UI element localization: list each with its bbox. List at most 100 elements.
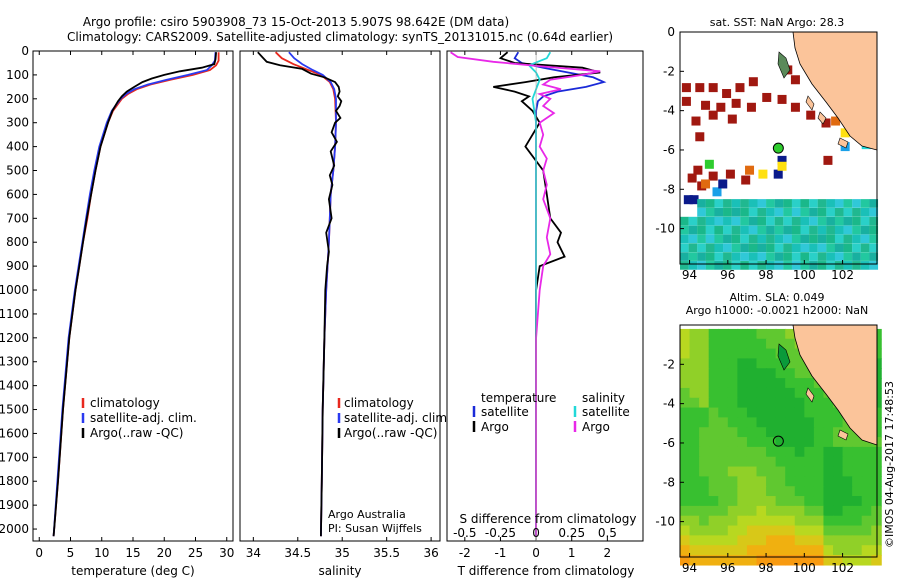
sla-cell: [689, 378, 701, 389]
sla-cell: [842, 496, 854, 507]
sst-cell: [800, 199, 810, 208]
sla-cell: [785, 328, 796, 340]
sla-cell: [699, 555, 710, 566]
sla-cell: [813, 407, 825, 419]
sst-cell: [704, 159, 714, 169]
sla-cell: [689, 417, 701, 428]
legend-argo: Argo(..raw -QC): [344, 426, 437, 440]
sst-cell: [688, 225, 698, 235]
sla-cell: [746, 338, 758, 350]
sla-cell: [746, 525, 758, 537]
sla-cell: [699, 446, 710, 458]
sla-cell: [794, 505, 806, 517]
sla-cell: [813, 515, 825, 527]
sla-cell: [718, 328, 729, 340]
sla-cell: [727, 417, 739, 428]
sla-cell: [689, 397, 701, 409]
sla-cell: [727, 387, 739, 399]
sla-cell: [756, 417, 768, 428]
sla-cell: [833, 446, 844, 458]
sst-cell: [834, 261, 844, 270]
sla-cell: [718, 358, 729, 369]
sla-cell: [708, 446, 720, 458]
sla-cell: [699, 505, 710, 517]
copyright-stamp: ©IMOS 04-Aug-2017 17:48:53: [883, 381, 896, 548]
sst-cell: [834, 216, 844, 226]
sla-cell: [689, 486, 701, 497]
sla-cell: [689, 387, 701, 399]
sla-cell: [727, 476, 739, 487]
sst-cell: [823, 155, 833, 165]
x-tick-label: 35: [335, 546, 350, 560]
legend-climatology: climatology: [90, 396, 160, 410]
sla-cell: [718, 456, 729, 468]
sla-cell: [833, 486, 844, 497]
sla-cell: [823, 545, 834, 556]
sla-cell: [794, 466, 806, 478]
sla-cell: [785, 397, 796, 409]
sla-cell: [737, 466, 748, 478]
map-x-tick-label: 102: [831, 561, 854, 575]
sla-cell: [823, 555, 834, 566]
sla-cell: [718, 446, 729, 458]
sla-cell: [794, 525, 806, 537]
sla-cell: [794, 446, 806, 458]
sla-cell: [766, 456, 777, 468]
sla-map-frame: [679, 324, 878, 558]
sla-cell: [727, 456, 739, 468]
sla-cell: [746, 378, 758, 389]
sla-cell: [804, 407, 815, 419]
x-tick-label: 20: [157, 546, 172, 560]
sla-cell: [794, 437, 806, 448]
map-y-tick-label: -6: [663, 143, 675, 157]
sla-cell: [727, 545, 739, 556]
salinity-legend: climatology satellite-adj. clim. Argo(..…: [337, 396, 451, 440]
sla-cell: [708, 358, 720, 369]
island-batu: [817, 111, 827, 125]
sst-cell: [774, 199, 784, 208]
sla-cell: [813, 476, 825, 487]
sla-cell: [708, 407, 720, 419]
sla-cell: [823, 515, 834, 527]
sst-cell: [843, 207, 853, 217]
sst-cell: [766, 225, 775, 235]
map-x-tick-label: 94: [682, 268, 697, 282]
sla-cell: [766, 496, 777, 507]
sst-cell: [809, 252, 818, 261]
temperature-series: [52, 52, 220, 537]
sla-cell: [727, 515, 739, 527]
island-simeulue: [777, 51, 791, 79]
sla-cell: [737, 358, 748, 369]
sla-cell: [756, 486, 768, 497]
sst-cell: [783, 207, 792, 217]
sst-cells: [680, 49, 879, 270]
sla-cell: [775, 456, 787, 468]
sst-map-title: sat. SST: NaN Argo: 28.3: [710, 16, 844, 29]
sla-cell: [804, 515, 815, 527]
sla-cell: [756, 368, 768, 379]
sst-cell: [705, 252, 715, 261]
sla-cell: [737, 427, 748, 438]
sst-cell: [821, 118, 831, 128]
sst-cell: [843, 261, 853, 270]
sla-map-axes: 94 96 98 100 102 -2 -4 -6 -8 -10: [655, 357, 854, 575]
sla-cell: [718, 496, 729, 507]
sla-cell: [727, 555, 739, 566]
sla-cell: [842, 456, 854, 468]
sla-cell: [737, 378, 748, 389]
sla-cell: [785, 525, 796, 537]
sst-cell: [817, 207, 827, 217]
sla-cell: [727, 535, 739, 546]
sla-cell: [775, 397, 787, 409]
sla-cell: [699, 397, 710, 409]
sst-cell: [869, 207, 879, 217]
sla-cell: [804, 496, 815, 507]
x-tick-label: 2: [604, 546, 612, 560]
sst-cell: [748, 216, 758, 226]
sla-cell: [680, 348, 691, 360]
sla-cell: [699, 456, 710, 468]
sst-cell: [783, 216, 792, 226]
sla-cell: [680, 358, 691, 369]
sst-cell: [766, 234, 775, 244]
sst-cell: [757, 252, 767, 261]
